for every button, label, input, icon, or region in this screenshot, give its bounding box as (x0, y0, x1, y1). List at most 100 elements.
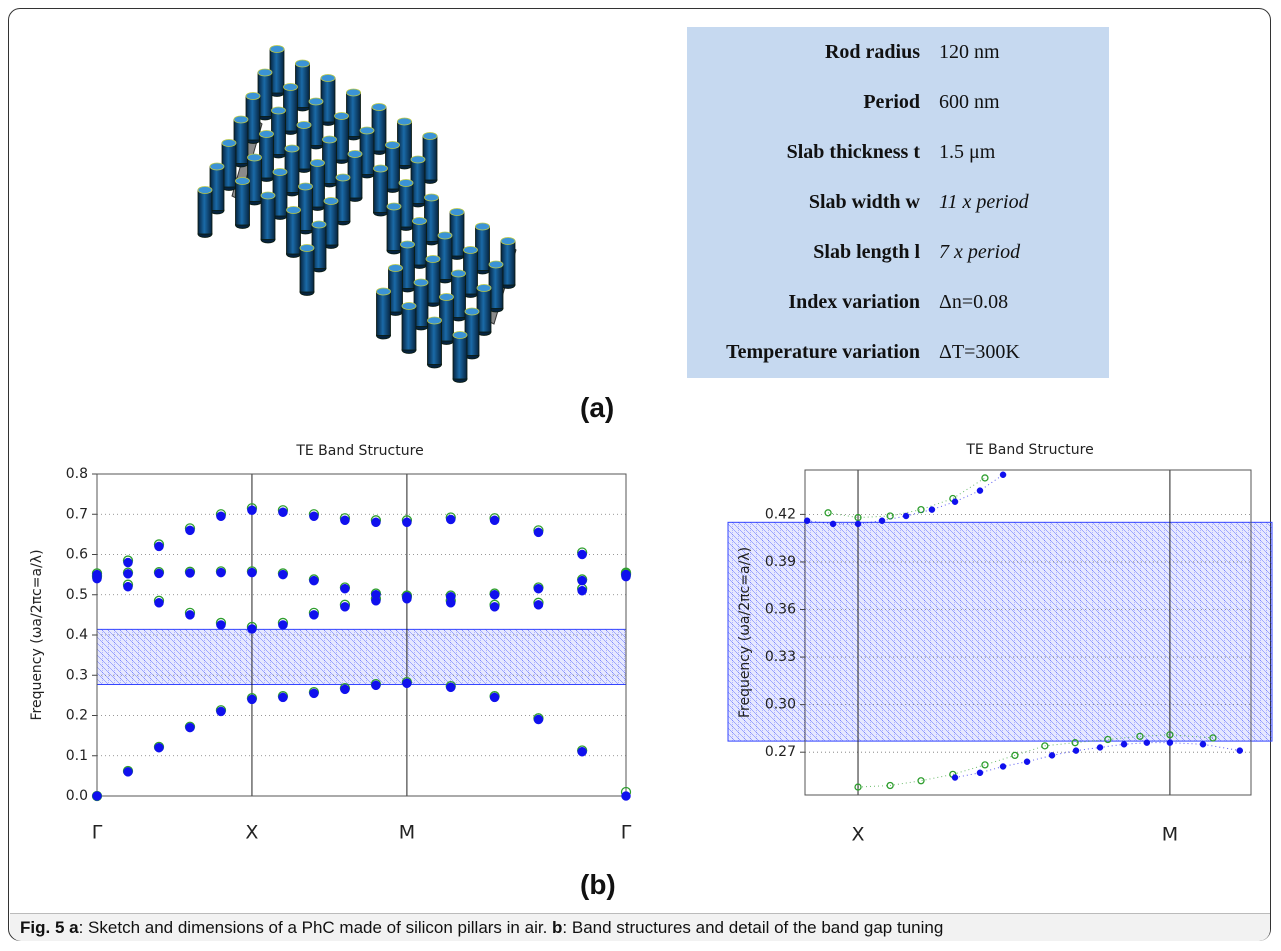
pillar-top (335, 173, 351, 182)
data-point (216, 706, 226, 717)
data-point (185, 525, 195, 536)
data-point (340, 515, 350, 526)
data-point (185, 568, 195, 578)
data-point (123, 767, 133, 777)
pillar-top (245, 92, 261, 100)
data-point (340, 602, 350, 612)
data-point (981, 474, 989, 482)
caption-text: : Sketch and dimensions of a PhC made of… (78, 918, 548, 937)
data-point (340, 583, 350, 594)
param-name: Rod radius (824, 40, 920, 63)
data-point (1143, 739, 1151, 746)
data-point (1236, 747, 1244, 754)
pillar-sketch (197, 45, 516, 383)
data-point (917, 777, 925, 785)
y-axis-label: Frequency (ωa/2πc=a/λ) (737, 547, 753, 718)
data-point (154, 598, 164, 608)
pillar-body (197, 189, 213, 235)
pillar-body (452, 334, 468, 380)
plot-frame (804, 469, 1252, 796)
pillar-body (235, 180, 250, 226)
pillar-top (286, 206, 301, 214)
pillar-top (221, 139, 237, 147)
series-line (828, 477, 986, 519)
data-point (1166, 739, 1174, 746)
x-tick-label: X (245, 822, 258, 844)
data-point (278, 569, 288, 580)
data-point (309, 610, 319, 620)
data-point (621, 569, 631, 580)
pillar-top (296, 121, 312, 129)
panel-label: (b) (580, 869, 616, 900)
data-point (92, 791, 102, 801)
param-value: 120 nm (939, 40, 1000, 63)
pillar-body (299, 247, 315, 293)
pillar-top (359, 126, 375, 135)
pillar-top (347, 150, 363, 158)
data-point (278, 620, 288, 630)
pillar-body (260, 195, 276, 240)
pillar-top (376, 287, 391, 296)
param-value: 600 nm (939, 90, 1000, 113)
pillar-top (271, 106, 286, 115)
row: Index variation Δn=0.08 (687, 278, 1109, 328)
row: Temperature variation ΔT=300K (687, 328, 1109, 378)
data-point (216, 511, 226, 522)
row: Slab thickness t 1.5 μm (687, 127, 1109, 177)
data-point (1096, 744, 1104, 751)
pillar-top (320, 74, 336, 82)
data-point (247, 694, 257, 705)
x-tick-label: M (1162, 824, 1178, 846)
data-point (309, 511, 319, 522)
pillar-top (346, 88, 361, 97)
series-line (954, 742, 1240, 779)
data-point (917, 505, 925, 514)
param-name: Temperature variation (726, 341, 920, 364)
data-point (1011, 751, 1019, 760)
pillar-top (257, 68, 273, 77)
data-point (577, 585, 587, 596)
caption-figure: Fig. 5 (20, 918, 65, 937)
series-line (807, 474, 1004, 525)
pillar-body (427, 320, 442, 365)
data-point (976, 487, 984, 494)
data-point (533, 714, 544, 725)
data-point (886, 512, 894, 520)
data-point (489, 692, 500, 703)
caption-text: : Band structures and detail of the band… (562, 918, 944, 937)
pillar-top (233, 115, 249, 124)
pillar-top (410, 155, 426, 164)
param-name: Slab thickness t (786, 140, 920, 163)
data-point (123, 569, 133, 579)
band-gap (96, 628, 627, 686)
param-name: Slab width w (808, 190, 920, 213)
data-point (1071, 739, 1079, 747)
plot-frame (96, 473, 627, 797)
param-name: Index variation (788, 291, 920, 314)
pillar-top (388, 264, 403, 272)
data-point (951, 774, 959, 781)
y-tick-label: 0.39 (765, 554, 796, 570)
table: Rod radius 120 nm Period 600 nm Slab thick… (687, 27, 1109, 378)
data-point (854, 513, 862, 522)
pillar-top (310, 159, 325, 167)
pillar-top (422, 132, 438, 140)
series-line (857, 734, 1213, 788)
pillar-top (284, 144, 300, 153)
y-axis-label: Frequency (ωa/2πc=a/λ) (29, 549, 45, 720)
data-point (902, 512, 910, 520)
data-point (886, 781, 894, 790)
data-point (1023, 758, 1031, 765)
pillar-top (373, 164, 388, 173)
data-point (340, 684, 350, 695)
y-tick-label: 0.27 (765, 744, 796, 760)
data-point (621, 791, 631, 801)
data-point (446, 514, 456, 525)
pillar-top (401, 302, 417, 310)
pillar-top (398, 179, 414, 187)
data-point (878, 517, 886, 524)
row: Slab width w 11 x period (687, 177, 1109, 227)
y-tick-label: 0.1 (66, 748, 88, 764)
pillar-body (376, 291, 391, 336)
